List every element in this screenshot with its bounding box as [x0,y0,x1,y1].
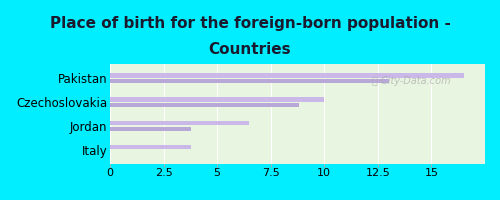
Bar [110,103,298,107]
Bar [110,121,250,125]
Bar [110,73,464,78]
Text: Place of birth for the foreign-born population -: Place of birth for the foreign-born popu… [50,16,450,31]
Bar [110,79,388,83]
Bar [110,127,192,131]
Text: ⓘ City-Data.com: ⓘ City-Data.com [372,76,451,86]
Text: Countries: Countries [208,42,292,57]
Bar [110,97,324,102]
Bar [110,145,192,149]
